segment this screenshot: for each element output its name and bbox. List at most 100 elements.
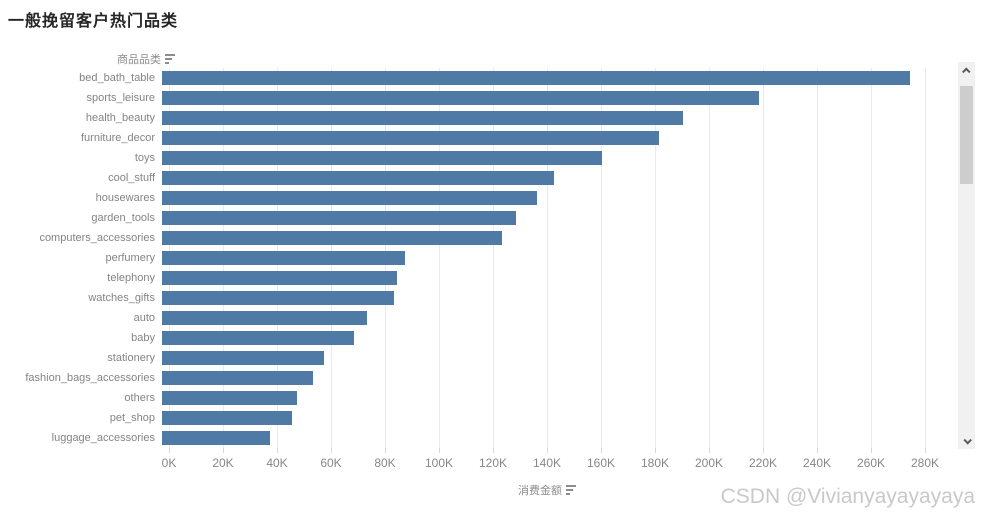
category-label: watches_gifts	[88, 292, 155, 304]
axis-tick-mark	[277, 448, 278, 453]
scroll-up-button[interactable]	[958, 62, 975, 79]
bar-others[interactable]	[162, 391, 297, 405]
axis-tick-label: 220K	[748, 456, 778, 470]
bar-perfumery[interactable]	[162, 251, 405, 265]
category-label: pet_shop	[109, 412, 155, 424]
axis-tick-mark	[547, 448, 548, 453]
bar-telephony[interactable]	[162, 271, 397, 285]
scrollbar-thumb[interactable]	[960, 86, 973, 184]
axis-tick-label: 180K	[640, 456, 670, 470]
bar-rows: bed_bath_table sports_leisure health_beaut…	[0, 68, 958, 448]
vertical-scrollbar[interactable]	[958, 62, 975, 449]
axis-tick-mark	[493, 448, 494, 453]
category-label: baby	[131, 332, 155, 344]
bar-row: cool_stuff	[0, 168, 958, 188]
category-label: telephony	[107, 272, 155, 284]
category-label: luggage_accessories	[51, 432, 155, 444]
bar-row: health_beauty	[0, 108, 958, 128]
bar-row: toys	[0, 148, 958, 168]
axis-tick-label: 100K	[424, 456, 454, 470]
axis-tick-label: 0K	[161, 456, 177, 470]
bar-row: luggage_accessories	[0, 428, 958, 448]
category-label: health_beauty	[85, 112, 155, 124]
category-label: garden_tools	[91, 212, 155, 224]
category-label: stationery	[107, 352, 155, 364]
bar-bed_bath_table[interactable]	[162, 71, 910, 85]
axis-tick-label: 280K	[910, 456, 940, 470]
bar-row: housewares	[0, 188, 958, 208]
bar-row: auto	[0, 308, 958, 328]
sort-icon[interactable]	[566, 485, 577, 495]
axis-tick-mark	[385, 448, 386, 453]
bar-luggage_accessories[interactable]	[162, 431, 270, 445]
axis-tick-mark	[871, 448, 872, 453]
category-label: computers_accessories	[39, 232, 155, 244]
axis-tick-label: 240K	[802, 456, 832, 470]
bar-health_beauty[interactable]	[162, 111, 683, 125]
bar-computers_accessories[interactable]	[162, 231, 502, 245]
category-label: housewares	[95, 192, 155, 204]
bar-toys[interactable]	[162, 151, 602, 165]
bar-pet_shop[interactable]	[162, 411, 292, 425]
bar-row: computers_accessories	[0, 228, 958, 248]
category-label: furniture_decor	[81, 132, 155, 144]
bar-baby[interactable]	[162, 331, 354, 345]
axis-tick-label: 160K	[586, 456, 616, 470]
category-label: cool_stuff	[108, 172, 155, 184]
bar-cool_stuff[interactable]	[162, 171, 554, 185]
axis-tick-label: 80K	[374, 456, 396, 470]
axis-tick-mark	[925, 448, 926, 453]
bar-stationery[interactable]	[162, 351, 324, 365]
chevron-up-icon	[961, 66, 971, 76]
category-label: sports_leisure	[86, 92, 155, 104]
bar-auto[interactable]	[162, 311, 367, 325]
bar-row: telephony	[0, 268, 958, 288]
axis-tick-label: 260K	[856, 456, 886, 470]
axis-tick-label: 20K	[212, 456, 234, 470]
axis-tick-mark	[655, 448, 656, 453]
bar-row: sports_leisure	[0, 88, 958, 108]
bar-row: furniture_decor	[0, 128, 958, 148]
bar-garden_tools[interactable]	[162, 211, 516, 225]
scroll-down-button[interactable]	[958, 432, 975, 449]
x-axis-title[interactable]: 消费金额	[169, 482, 926, 498]
axis-tick-mark	[331, 448, 332, 453]
bar-watches_gifts[interactable]	[162, 291, 394, 305]
axis-tick-mark	[223, 448, 224, 453]
chevron-down-icon	[962, 435, 972, 445]
category-label: others	[124, 392, 155, 404]
category-label: fashion_bags_accessories	[25, 372, 155, 384]
category-column-header-label: 商品品类	[117, 54, 161, 66]
bar-furniture_decor[interactable]	[162, 131, 659, 145]
bar-fashion_bags_accessories[interactable]	[162, 371, 313, 385]
category-label: perfumery	[105, 252, 155, 264]
bar-row: garden_tools	[0, 208, 958, 228]
bar-row: fashion_bags_accessories	[0, 368, 958, 388]
sort-icon[interactable]	[165, 54, 176, 64]
axis-tick-mark	[169, 448, 170, 453]
x-axis-title-label: 消费金额	[518, 485, 562, 497]
category-label: auto	[133, 312, 155, 324]
axis-tick-mark	[439, 448, 440, 453]
axis-tick-mark	[601, 448, 602, 453]
axis-tick-mark	[709, 448, 710, 453]
bar-row: bed_bath_table	[0, 68, 958, 88]
axis-tick-label: 200K	[694, 456, 724, 470]
axis-tick-label: 60K	[320, 456, 342, 470]
bar-row: stationery	[0, 348, 958, 368]
bar-sports_leisure[interactable]	[162, 91, 759, 105]
axis-tick-label: 140K	[532, 456, 562, 470]
bar-row: others	[0, 388, 958, 408]
bar-row: pet_shop	[0, 408, 958, 428]
category-column-header[interactable]: 商品品类	[0, 51, 176, 67]
chart-title: 一般挽留客户热门品类	[8, 13, 179, 30]
axis-tick-mark	[817, 448, 818, 453]
category-label: toys	[134, 152, 155, 164]
axis-tick-mark	[763, 448, 764, 453]
watermark: CSDN @Vivianyayayayaya	[720, 485, 975, 508]
bar-row: baby	[0, 328, 958, 348]
bar-row: watches_gifts	[0, 288, 958, 308]
bar-housewares[interactable]	[162, 191, 537, 205]
bar-row: perfumery	[0, 248, 958, 268]
